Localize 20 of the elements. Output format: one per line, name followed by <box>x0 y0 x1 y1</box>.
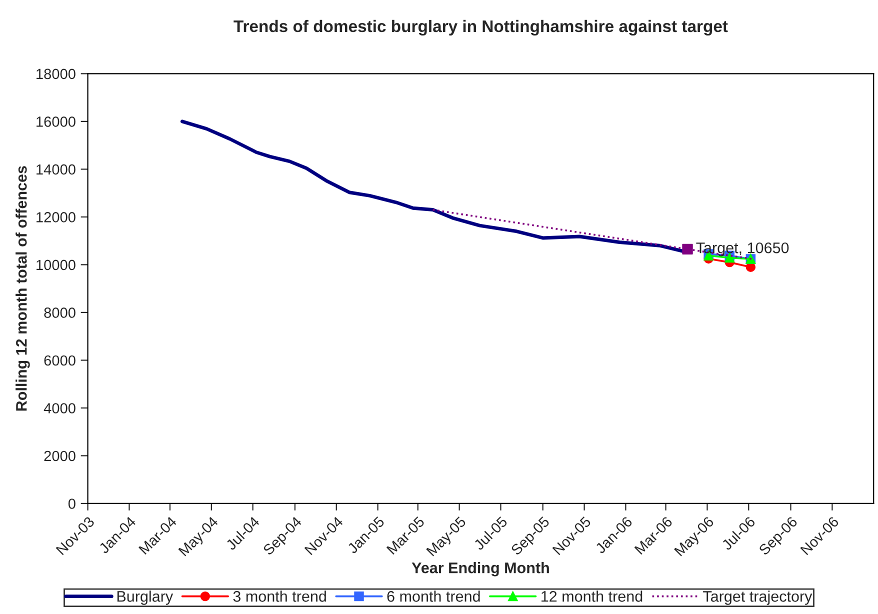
y-tick-label: 2000 <box>44 450 76 462</box>
x-axis-title: Year Ending Month <box>412 562 549 576</box>
y-tick-label: 14000 <box>36 164 76 175</box>
y-tick-label: 6000 <box>44 355 76 366</box>
y-tick-label: 8000 <box>44 308 76 318</box>
y-tick-label: 18000 <box>36 68 76 80</box>
annotation: Target, 10650 <box>696 242 789 256</box>
point <box>682 244 693 255</box>
y-tick-label: 16000 <box>36 116 76 127</box>
legend-label: 12 month trend <box>542 590 642 602</box>
legend-label: Target trajectory <box>703 590 812 605</box>
legend-label: 3 month trend <box>233 590 326 602</box>
y-tick-label: 12000 <box>36 212 76 222</box>
y-tick-label: 4000 <box>44 403 76 414</box>
y-tick-label: 0 <box>68 498 76 509</box>
legend-label: 6 month trend <box>387 590 480 602</box>
legend-label: Burglary <box>117 590 174 605</box>
y-axis-title: Rolling 12 month total of offences <box>16 166 30 411</box>
y-tick-label: 10000 <box>36 260 76 270</box>
chart-title: Trends of domestic burglary in Nottinghamshire against target <box>234 20 728 36</box>
